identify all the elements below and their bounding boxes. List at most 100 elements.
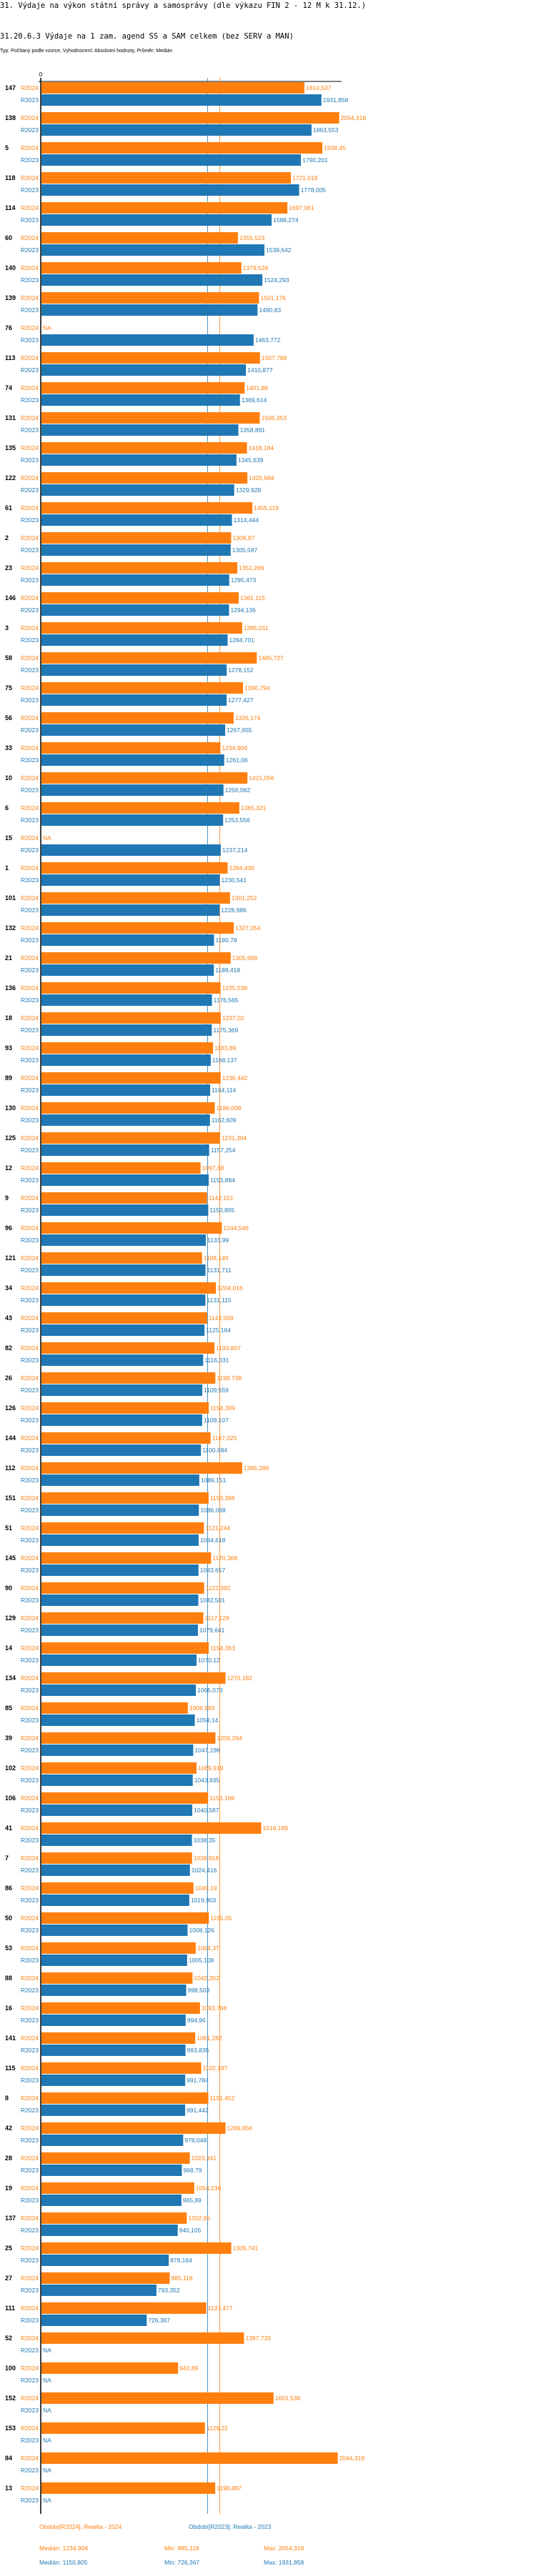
series-label: R2023 [21,1357,39,1364]
data-label: 1485,727 [258,654,284,662]
data-label: 1164,114 [212,1087,236,1094]
category-label: 21 [5,954,12,962]
category-label: 151 [5,1494,16,1502]
series-label: R2023 [21,2467,39,2474]
series-label: R2023 [21,1207,39,1214]
bar-r2023 [41,604,229,616]
category-label: 41 [5,1824,12,1832]
bar-r2023 [41,694,227,706]
bar-r2024 [41,1612,204,1624]
bar-r2024 [41,1102,215,1114]
series-label: R2023 [21,877,39,884]
data-label: 1410,877 [247,366,273,374]
series-label: R2024 [21,1074,39,1082]
series-label: R2023 [21,907,39,914]
bar-r2023 [41,1684,196,1696]
data-label: 1100,684 [202,1447,227,1454]
data-label: 1040,587 [194,1807,219,1814]
bar-r2024 [41,382,245,394]
bar-r2024 [41,1372,216,1384]
bar-r2024 [41,1462,242,1474]
bar-r2024 [41,2392,274,2404]
bar-r2024 [41,442,247,454]
series-label: R2024 [21,384,39,391]
series-label: R2023 [21,1747,39,1754]
data-label: 2044,319 [339,2455,365,2462]
bar-r2024 [41,412,260,424]
series-label: R2024 [21,2335,39,2342]
bar-r2024 [41,262,242,274]
bar-r2024 [41,1882,194,1894]
min-r2023: Min: 726,367 [164,2559,200,2566]
data-label: 1154,363 [210,1644,235,1652]
data-label: 1361,115 [240,594,265,601]
bar-r2023 [41,634,228,646]
data-label: 998,503 [187,1987,209,1994]
data-label: 1256,062 [225,787,251,794]
max-r2024: Max: 2054,318 [264,2545,304,2552]
data-label: 994,96 [187,2017,206,2024]
bar-r2023 [41,214,272,226]
category-label: 141 [5,2035,16,2042]
category-label: 96 [5,1224,12,1232]
bar-r2024 [41,1762,197,1774]
data-label: 1236,442 [222,1074,248,1082]
category-label: 58 [5,654,12,662]
bar-r2023 [41,2315,147,2326]
series-label: R2024 [21,204,39,211]
bar-r2023 [41,94,322,106]
bar-r2023 [41,814,224,826]
bar-r2023 [41,484,234,496]
data-label: 1116,031 [204,1357,229,1364]
data-label: 1079,641 [199,1627,225,1634]
bar-r2023 [41,664,227,676]
category-label: 121 [5,1254,16,1262]
category-label: 3 [5,624,9,631]
bar-r2023 [41,1024,212,1036]
series-label: R2023 [21,2257,39,2264]
bar-r2023 [41,1474,199,1486]
data-label: 1305,689 [232,954,258,962]
series-label: R2023 [21,426,39,434]
category-label: 7 [5,1854,9,1862]
category-label: 82 [5,1344,12,1352]
bar-r2024 [41,562,238,574]
series-label: R2023 [21,1927,39,1934]
bar-r2024 [41,1042,214,1054]
bar-r2024 [41,1702,188,1714]
bar-r2023 [41,2195,182,2206]
bar-r2023 [41,1144,209,1156]
bar-r2023 [41,2045,186,2056]
bar-r2023 [41,1744,194,1756]
data-label: 1109,107 [204,1417,229,1424]
category-label: 101 [5,894,16,902]
bar-r2024 [41,2332,244,2344]
category-label: 56 [5,714,12,722]
bar-r2024 [41,1282,217,1294]
series-label: R2023 [21,396,39,404]
data-label: 1267,655 [227,727,252,734]
series-label: R2023 [21,606,39,614]
bar-r2024 [41,1552,212,1564]
bar-r2024 [41,1312,207,1324]
data-label: 1390,794 [244,684,270,692]
bar-r2023 [41,784,224,796]
bar-r2023 [41,1264,206,1276]
series-label: R2024 [21,2455,39,2462]
data-label: 1150,805 [209,1207,234,1214]
series-label: R2023 [21,2137,39,2144]
series-label: R2024 [21,1584,39,1592]
series-label: R2024 [21,1884,39,1892]
series-label: R2023 [21,1417,39,1424]
series-label: R2024 [21,1614,39,1622]
bar-r2023 [41,964,214,976]
data-label: 1193,807 [216,1344,241,1352]
series-label: R2024 [21,684,39,692]
data-label: 1042,302 [194,1975,219,1982]
series-label: R2023 [21,1897,39,1904]
data-label: 1601,538 [275,2395,301,2402]
data-label: 1170,368 [212,1554,237,1562]
category-label: 19 [5,2185,12,2192]
series-label: R2023 [21,336,39,344]
bar-r2024 [41,2062,202,2074]
